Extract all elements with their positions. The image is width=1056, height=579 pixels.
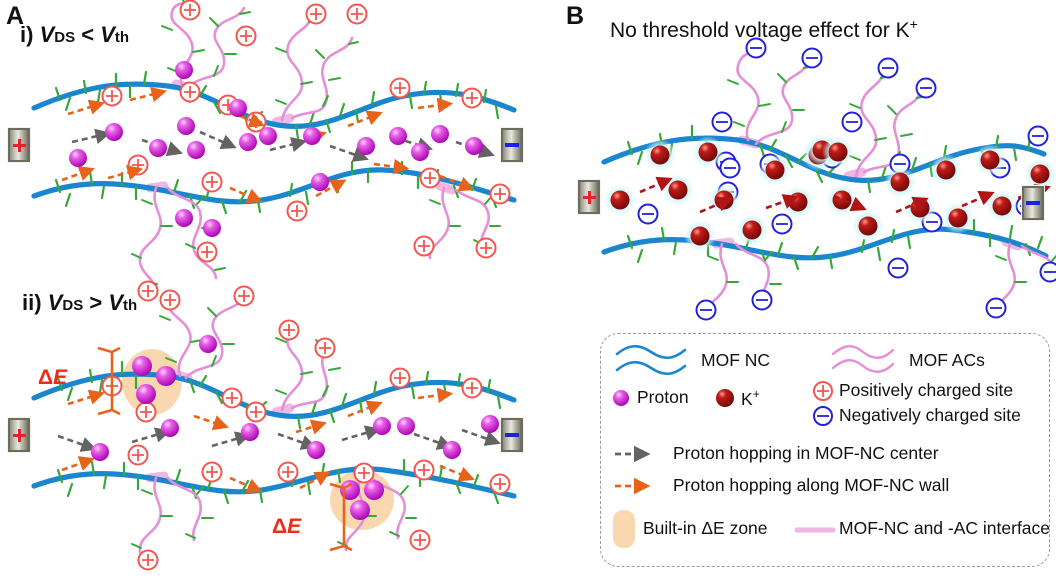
circled-plus-icon [813,381,833,401]
ac-ligand-ticks-a-ii [131,301,417,549]
legend-label-built-in-zone-text: Built-in ΔE zone [643,518,768,538]
dark-red-sphere-icon [716,389,734,407]
panel-b-title-superscript: + [909,16,918,32]
ligand-ticks-b [626,124,1044,271]
blue-double-wave-icon [615,344,687,376]
sublabel-i-prefix: i) [20,22,34,47]
center-hopping-arrows-a-ii [57,425,501,452]
legend-label-positive-site: Positively charged site [839,380,1014,400]
panel-a-ii-electrode-negative [501,418,523,452]
plus-icon [12,138,26,152]
legend-label-mof-nc: MOF NC [701,350,771,370]
center-hopping-arrows-a-i [71,128,495,162]
delta-e-italic-e: E [53,366,68,389]
circled-minus-icon [813,406,833,426]
sublabel-i-rel: < [81,22,95,47]
minus-icon [1026,201,1040,205]
sublabel-i-sub2: th [114,29,130,46]
magenta-sphere-icon [613,390,629,406]
legend-label-built-in-zone: Built-in ΔE zone [643,518,768,539]
legend-label-potassium: K+ [741,387,760,410]
sublabel-ii-sub1: DS [62,297,84,314]
legend-label-potassium-superscript: + [752,387,760,401]
potassium-transport-arrows-b [639,176,1051,214]
protons-a-ii [91,335,499,520]
legend-label-negative-site: Negatively charged site [839,405,1021,425]
panel-letter-b: B [566,2,585,30]
panel-b-title-text: No threshold voltage effect for K [610,19,910,42]
panel-b-title: No threshold voltage effect for K+ [610,16,918,43]
negative-sites-b [637,37,1056,321]
mof-ac-chains-b [704,50,1056,320]
delta-e-italic-e-2: E [287,515,302,538]
panel-b-electrode-positive [578,180,600,214]
legend-box: MOF NC MOF ACs Proton K+ Positively char… [600,333,1050,567]
protons-a-i [69,61,483,237]
potassium-ions-b [604,134,1056,252]
plus-icon [12,428,26,442]
panel-a-i-electrode-negative [501,128,523,162]
mof-ac-chains-a-ii [138,296,407,554]
ligand-ticks-a-ii [56,360,502,505]
panel-letter-a: A [6,2,25,30]
mof-nc-wall-upper-b [601,135,1047,184]
mof-nc-wall-lower-a-ii [31,466,517,499]
panel-a-sublabel-i: i) VDS < Vth [20,22,129,48]
panel-b-electrode-negative [1022,186,1044,220]
minus-icon [505,433,519,437]
interface-segments-a-i [145,79,457,195]
panel-a-i-electrode-positive [8,128,30,162]
positive-sites-a-i [101,0,511,302]
legend-label-mof-acs: MOF ACs [909,350,985,370]
sublabel-i-v1: V [39,22,55,47]
mof-nc-wall-lower-a-i [31,167,517,205]
mof-nc-wall-upper-a-ii [31,371,517,420]
plus-icon [582,190,596,204]
pink-double-wave-icon [831,345,895,373]
panel-a-sublabel-ii: ii) VDS > Vth [22,290,137,316]
ac-ligand-ticks-b [697,45,1056,315]
legend-label-hopping-wall: Proton hopping along MOF-NC wall [673,475,950,495]
mof-nc-wall-lower-b [601,226,1049,261]
interface-segments-b [711,135,1023,251]
wall-hopping-arrows-a-ii [61,387,475,494]
sublabel-ii-v1: V [47,290,63,315]
mof-nc-wall-upper-a-i [31,81,517,130]
sublabel-i-v2: V [100,22,115,47]
minus-icon [505,143,519,147]
delta-e-label-lower: ΔE [272,515,302,538]
interface-segments-a-ii [145,369,373,483]
legend-label-potassium-text: K [741,388,753,409]
built-in-delta-e-zones-a-ii [122,349,394,530]
sublabel-ii-sub2: th [123,297,138,314]
legend-label-proton: Proton [637,387,689,407]
sublabel-ii-rel: > [89,290,103,315]
positive-sites-a-ii [101,285,511,571]
delta-e-bracket-lower [329,482,353,552]
ligand-ticks-a-i [54,70,500,215]
delta-e-label-upper: ΔE [38,366,68,389]
peach-blob-icon [613,510,635,548]
panel-a-ii-electrode-positive [8,418,30,452]
sublabel-ii-prefix: ii) [22,290,42,315]
legend-label-interface: MOF-NC and -AC interface [839,518,1051,538]
panel-b-diagram [601,37,1056,321]
wall-hopping-arrows-a-i [61,86,475,204]
ac-ligand-ticks-a-i [131,0,501,285]
sublabel-ii-v2: V [108,290,124,315]
sublabel-i-sub1: DS [54,29,76,46]
delta-e-bracket-upper [97,346,121,416]
legend-label-hopping-center: Proton hopping in MOF-NC center [673,443,939,463]
mof-ac-chains-a-i [138,1,491,296]
